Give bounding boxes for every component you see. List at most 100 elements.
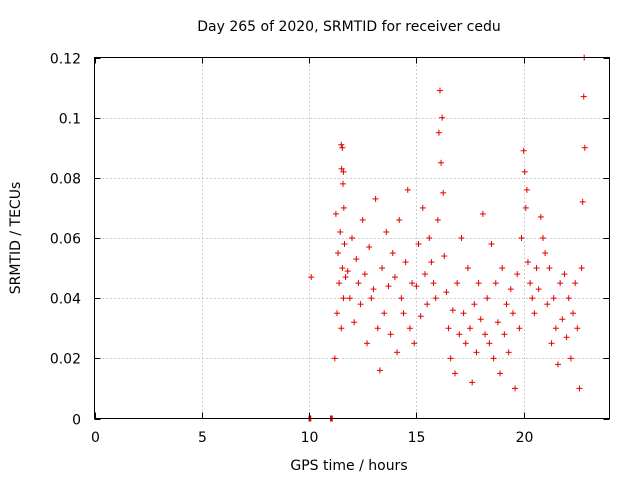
data-point: [449, 307, 456, 314]
y-tick-label: 0: [72, 413, 81, 429]
x-ticks: 0 5 10 15 20: [91, 57, 533, 446]
data-point: [419, 204, 426, 211]
data-point: [576, 385, 583, 392]
data-point: [435, 129, 442, 136]
data-point: [340, 168, 347, 175]
data-point: [537, 213, 544, 220]
data-point: [372, 195, 379, 202]
chart-title: Day 265 of 2020, SRMTID for receiver ced…: [197, 19, 500, 35]
data-point: [396, 216, 403, 223]
data-point: [374, 325, 381, 332]
data-point: [531, 310, 538, 317]
data-point: [447, 355, 454, 362]
data-point: [339, 144, 346, 151]
data-point: [338, 325, 345, 332]
y-tick-label: 0.02: [50, 352, 81, 368]
data-point: [482, 331, 489, 338]
data-point: [370, 286, 377, 293]
data-point: [336, 280, 343, 287]
data-point: [308, 274, 315, 281]
data-point: [339, 180, 346, 187]
data-point: [426, 235, 433, 241]
data-point: [563, 334, 570, 341]
data-point: [338, 165, 345, 172]
data-point: [346, 295, 353, 302]
data-point: [522, 204, 529, 211]
y-tick-label: 0.06: [50, 232, 81, 248]
x-tick-label: 0: [91, 430, 100, 446]
data-point: [535, 286, 542, 293]
data-point: [512, 385, 519, 392]
data-point: [581, 144, 588, 151]
data-point: [385, 283, 392, 290]
data-point: [359, 216, 366, 223]
data-point: [441, 253, 448, 260]
data-point: [458, 235, 465, 241]
data-point: [340, 295, 347, 302]
data-point: [542, 250, 549, 257]
data-point: [565, 295, 572, 302]
data-point: [516, 325, 523, 332]
data-point: [567, 355, 574, 362]
data-point: [333, 310, 340, 317]
data-point: [381, 310, 388, 317]
data-point: [366, 244, 373, 251]
y-tick-label: 0.08: [50, 172, 81, 188]
data-point: [338, 141, 345, 148]
data-point: [440, 189, 447, 196]
data-point: [520, 147, 527, 154]
data-point: [580, 93, 587, 100]
data-point: [546, 265, 553, 272]
data-point: [424, 301, 431, 308]
data-point: [421, 271, 428, 278]
data-point: [559, 316, 566, 323]
data-point: [486, 340, 493, 347]
data-point: [436, 87, 443, 94]
data-point: [503, 301, 510, 308]
x-axis-label: GPS time / hours: [290, 458, 407, 474]
data-point: [488, 241, 495, 248]
data-point: [475, 280, 482, 287]
data-point: [521, 168, 528, 175]
data-point: [439, 114, 446, 121]
data-point: [572, 280, 579, 287]
data-point: [523, 186, 530, 193]
data-point: [527, 280, 534, 287]
y-ticks: 0 0.02 0.04 0.06 0.08 0.1 0.12: [50, 52, 610, 429]
data-point: [417, 313, 424, 320]
data-point: [524, 259, 531, 266]
data-point: [351, 319, 358, 326]
data-point: [539, 235, 546, 241]
data-point: [394, 349, 401, 356]
data-point: [353, 256, 360, 263]
data-point: [490, 355, 497, 362]
data-point: [467, 325, 474, 332]
y-tick-label: 0.12: [50, 52, 81, 68]
data-point: [555, 361, 561, 368]
data-point: [355, 280, 362, 287]
data-point: [509, 310, 516, 317]
data-point: [570, 310, 577, 317]
y-tick-label: 0.04: [50, 292, 81, 308]
data-point: [411, 340, 418, 347]
data-point: [364, 340, 371, 347]
data-point: [469, 379, 476, 386]
data-point: [434, 216, 441, 223]
data-point: [479, 210, 486, 217]
data-point: [460, 310, 467, 317]
data-point: [409, 280, 416, 287]
data-point: [344, 268, 351, 275]
data-point: [398, 295, 405, 302]
y-tick-label: 0.1: [59, 112, 81, 128]
data-point: [529, 295, 536, 302]
data-point: [428, 259, 435, 266]
data-point: [400, 310, 407, 317]
data-point: [337, 228, 344, 235]
data-point: [402, 259, 409, 266]
data-point: [574, 325, 581, 332]
data-point: [579, 198, 586, 205]
data-point: [514, 271, 521, 278]
data-point: [544, 301, 551, 308]
x-tick-label: 15: [408, 430, 426, 446]
data-point: [415, 241, 422, 248]
